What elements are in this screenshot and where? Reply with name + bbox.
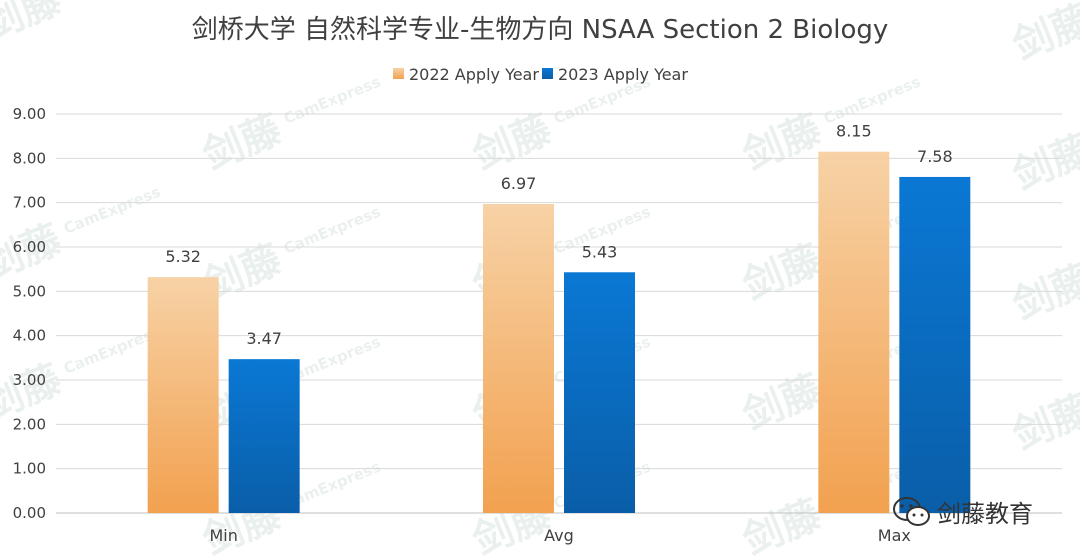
y-tick-label: 3.00 xyxy=(13,371,46,389)
legend-label-2022: 2022 Apply Year xyxy=(409,65,539,84)
legend-swatch-2023 xyxy=(542,68,553,79)
svg-text:剑藤: 剑藤 xyxy=(1007,256,1080,329)
bars xyxy=(147,151,971,513)
y-tick-label: 1.00 xyxy=(13,460,46,478)
svg-text:剑藤: 剑藤 xyxy=(737,106,829,179)
y-axis-ticks: 0.00 1.00 2.00 3.00 4.00 5.00 6.00 7.00 8.00 9.00 xyxy=(13,105,46,522)
svg-text:剑藤: 剑藤 xyxy=(1007,386,1080,459)
svg-text:剑藤: 剑藤 xyxy=(197,106,289,179)
bar-max-2023 xyxy=(899,176,971,513)
svg-text:剑藤: 剑藤 xyxy=(737,491,829,559)
data-label: 3.47 xyxy=(246,329,282,348)
category-label-min: Min xyxy=(209,526,237,545)
data-label: 7.58 xyxy=(917,147,953,166)
category-label-avg: Avg xyxy=(544,526,574,545)
bar-max-2022 xyxy=(818,151,890,513)
bar-min-2023 xyxy=(228,359,300,513)
svg-text:CamExpress: CamExpress xyxy=(61,183,163,238)
bar-avg-2022 xyxy=(483,203,554,513)
category-label-max: Max xyxy=(878,526,911,545)
svg-text:CamExpress: CamExpress xyxy=(821,73,923,128)
data-label: 6.97 xyxy=(501,174,537,193)
brand-name: 剑藤教育 xyxy=(937,500,1033,528)
svg-text:剑藤: 剑藤 xyxy=(1007,126,1080,199)
legend-label-2023: 2023 Apply Year xyxy=(558,65,688,84)
y-tick-label: 9.00 xyxy=(13,105,46,123)
y-tick-label: 7.00 xyxy=(13,194,46,212)
y-tick-label: 0.00 xyxy=(13,504,46,522)
bar-min-2022 xyxy=(147,277,219,513)
svg-text:剑藤: 剑藤 xyxy=(467,106,559,179)
svg-text:CamExpress: CamExpress xyxy=(281,73,383,128)
data-label: 5.43 xyxy=(582,242,618,261)
data-labels: 5.32 3.47 6.97 5.43 8.15 7.58 xyxy=(165,122,952,348)
chart-title: 剑桥大学 自然科学专业-生物方向 NSAA Section 2 Biology xyxy=(192,15,889,45)
y-tick-label: 5.00 xyxy=(13,282,46,300)
legend-swatch-2022 xyxy=(393,68,404,79)
y-tick-label: 6.00 xyxy=(13,238,46,256)
gridlines xyxy=(56,113,1062,514)
legend: 2022 Apply Year 2023 Apply Year xyxy=(393,65,688,84)
y-tick-label: 8.00 xyxy=(13,149,46,167)
y-tick-label: 4.00 xyxy=(13,327,46,345)
x-axis-categories: Min Avg Max xyxy=(209,526,910,545)
wechat-icon xyxy=(893,496,930,526)
bar-avg-2023 xyxy=(564,272,635,513)
svg-text:CamExpress: CamExpress xyxy=(281,203,383,258)
svg-text:剑藤: 剑藤 xyxy=(0,0,69,49)
y-tick-label: 2.00 xyxy=(13,415,46,433)
data-label: 5.32 xyxy=(165,247,201,266)
data-label: 8.15 xyxy=(836,122,872,141)
svg-text:剑藤: 剑藤 xyxy=(737,366,829,439)
svg-text:剑藤: 剑藤 xyxy=(1007,0,1080,69)
brand-badge: 剑藤教育 xyxy=(893,494,1033,529)
